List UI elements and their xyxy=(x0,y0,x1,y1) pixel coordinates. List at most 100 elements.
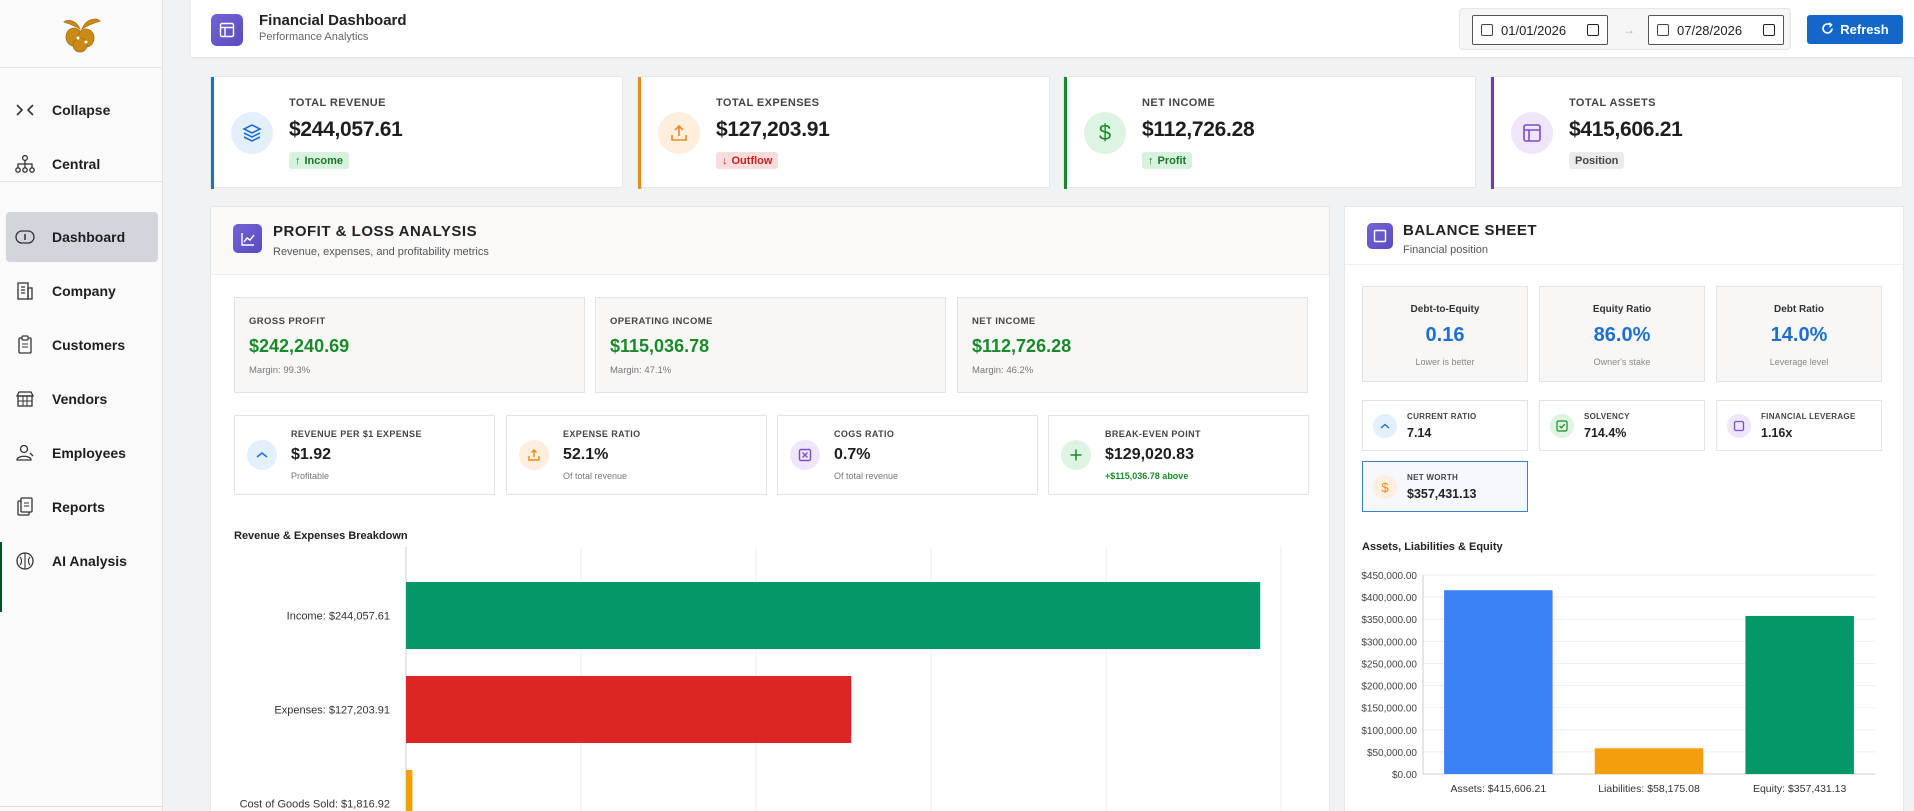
square-icon xyxy=(1367,223,1393,249)
sidebar-item-label: Reports xyxy=(52,499,105,515)
metric-operating-income: OPERATING INCOME $115,036.78 Margin: 47.… xyxy=(595,297,946,393)
metric-margin: Margin: 99.3% xyxy=(249,365,311,376)
kpi-card-total-assets: TOTAL ASSETS $415,606.21 Position xyxy=(1490,76,1903,189)
refresh-label: Refresh xyxy=(1840,22,1889,37)
bar[interactable] xyxy=(406,582,1261,649)
sidebar-item-collapse[interactable]: Collapse xyxy=(6,85,158,135)
arrow-down-icon: ↓ xyxy=(722,154,728,167)
stat-value: 52.1% xyxy=(563,446,609,463)
metric-label: FINANCIAL LEVERAGE xyxy=(1761,412,1856,421)
chevron-up-icon xyxy=(1373,414,1397,438)
y-tick-label: $250,000.00 xyxy=(1361,659,1417,670)
sidebar-item-customers[interactable]: Customers xyxy=(6,320,158,370)
dollar-icon: $ xyxy=(1084,112,1126,154)
panel-title: PROFIT & LOSS ANALYSIS xyxy=(273,223,478,240)
stat-label: BREAK-EVEN POINT xyxy=(1105,429,1201,439)
stat-sub: Of total revenue xyxy=(834,471,899,481)
kpi-card-total-expenses: TOTAL EXPENSES $127,203.91 ↓ Outflow xyxy=(637,76,1050,189)
sidebar-item-ai-analysis[interactable]: AI Analysis xyxy=(6,536,158,586)
calendar-picker-icon[interactable] xyxy=(1763,24,1775,36)
metric-value: $115,036.78 xyxy=(610,336,710,356)
bar[interactable] xyxy=(1745,615,1854,774)
bar[interactable] xyxy=(1444,590,1553,774)
store-icon xyxy=(14,388,36,410)
stat-value: 0.7% xyxy=(834,446,871,463)
kpi-label: TOTAL ASSETS xyxy=(1569,97,1656,109)
metric-label: OPERATING INCOME xyxy=(610,316,713,327)
metric-net-income: NET INCOME $112,726.28 Margin: 46.2% xyxy=(957,297,1308,393)
sidebar-item-reports[interactable]: Reports xyxy=(6,482,158,532)
stat-label: COGS RATIO xyxy=(834,429,895,439)
ratio-value: 86.0% xyxy=(1593,324,1651,346)
metric-solvency: SOLVENCY 714.4% xyxy=(1539,400,1705,451)
y-tick-label: $350,000.00 xyxy=(1361,615,1417,626)
y-tick-label: $50,000.00 xyxy=(1367,748,1417,759)
sidebar-item-central[interactable]: Central xyxy=(6,139,158,189)
sidebar-item-label: Central xyxy=(52,156,101,172)
panel-header: PROFIT & LOSS ANALYSIS Revenue, expenses… xyxy=(211,207,1329,275)
dashboard-layout-icon xyxy=(211,14,243,46)
kpi-value: $112,726.28 xyxy=(1142,118,1255,141)
panel-subtitle: Financial position xyxy=(1403,244,1488,256)
document-icon xyxy=(14,496,36,518)
calendar-icon xyxy=(1481,24,1493,36)
upload-icon xyxy=(519,440,549,470)
layers-icon xyxy=(231,112,273,154)
metric-label: NET WORTH xyxy=(1407,473,1459,482)
end-date-input[interactable]: 07/28/2026 xyxy=(1648,15,1784,45)
sidebar-item-vendors[interactable]: Vendors xyxy=(6,374,158,424)
kpi-card-net-income: $ NET INCOME $112,726.28 ↑ Profit xyxy=(1063,76,1476,189)
start-date-input[interactable]: 01/01/2026 xyxy=(1472,15,1608,45)
y-tick-label: $100,000.00 xyxy=(1361,726,1417,737)
metric-current-ratio: CURRENT RATIO 7.14 xyxy=(1362,400,1528,451)
calendar-picker-icon[interactable] xyxy=(1587,24,1599,36)
chart-title: Assets, Liabilities & Equity xyxy=(1362,541,1503,553)
kpi-label: TOTAL EXPENSES xyxy=(716,97,820,109)
kpi-card-total-revenue: TOTAL REVENUE $244,057.61 ↑ Income xyxy=(210,76,623,189)
stat-sub: Profitable xyxy=(291,471,330,481)
collapse-icon xyxy=(14,99,36,121)
kpi-value: $415,606.21 xyxy=(1569,118,1683,141)
page-title: Financial Dashboard xyxy=(259,12,407,29)
y-tick-label: $450,000.00 xyxy=(1361,571,1417,582)
metric-net-worth[interactable]: $ NET WORTH $357,431.13 xyxy=(1362,461,1528,512)
category-label: Liabilities: $58,175.08 xyxy=(1598,783,1700,795)
kpi-badge: ↓ Outflow xyxy=(716,152,779,169)
panel-subtitle: Revenue, expenses, and profitability met… xyxy=(273,246,489,258)
bar[interactable] xyxy=(1594,748,1704,774)
line-chart-icon xyxy=(233,224,262,253)
x-box-icon xyxy=(790,440,820,470)
plus-icon xyxy=(1061,440,1091,470)
layout-icon xyxy=(1511,112,1553,154)
kpi-label: TOTAL REVENUE xyxy=(289,97,386,109)
ratio-debt: Debt Ratio 14.0% Leverage level xyxy=(1716,286,1882,382)
y-tick-label: $300,000.00 xyxy=(1361,637,1417,648)
ratio-equity: Equity Ratio 86.0% Owner's stake xyxy=(1539,286,1705,382)
refresh-button[interactable]: Refresh xyxy=(1807,15,1903,44)
profit-loss-panel: PROFIT & LOSS ANALYSIS Revenue, expenses… xyxy=(210,206,1330,811)
y-tick-label: $200,000.00 xyxy=(1361,682,1417,693)
upload-icon xyxy=(658,112,700,154)
sidebar-item-employees[interactable]: Employees xyxy=(6,428,158,478)
hops-logo-icon[interactable] xyxy=(0,0,162,68)
category-label: Equity: $357,431.13 xyxy=(1753,783,1847,795)
sidebar-item-company[interactable]: Company xyxy=(6,266,158,316)
bar[interactable] xyxy=(406,676,852,743)
bar[interactable] xyxy=(406,770,413,811)
sidebar-item-dashboard[interactable]: Dashboard xyxy=(6,212,158,262)
ratio-sub: Leverage level xyxy=(1769,357,1829,367)
sidebar: Collapse Central Dashboard Company Custo… xyxy=(0,0,163,811)
stat-cogs-ratio: COGS RATIO 0.7% Of total revenue xyxy=(777,415,1038,495)
category-label: Expenses: $127,203.91 xyxy=(274,705,390,717)
sidebar-item-label: Collapse xyxy=(52,102,111,118)
info-icon xyxy=(14,226,36,248)
metric-label: CURRENT RATIO xyxy=(1407,412,1477,421)
stat-value: $129,020.83 xyxy=(1105,446,1194,463)
ratio-label: Debt Ratio xyxy=(1774,304,1824,315)
category-label: Income: $244,057.61 xyxy=(287,611,390,623)
metric-label: NET INCOME xyxy=(972,316,1036,327)
kpi-badge: Position xyxy=(1569,152,1625,169)
check-icon xyxy=(1550,414,1574,438)
metric-value: 714.4% xyxy=(1584,426,1627,440)
metric-label: SOLVENCY xyxy=(1584,412,1630,421)
